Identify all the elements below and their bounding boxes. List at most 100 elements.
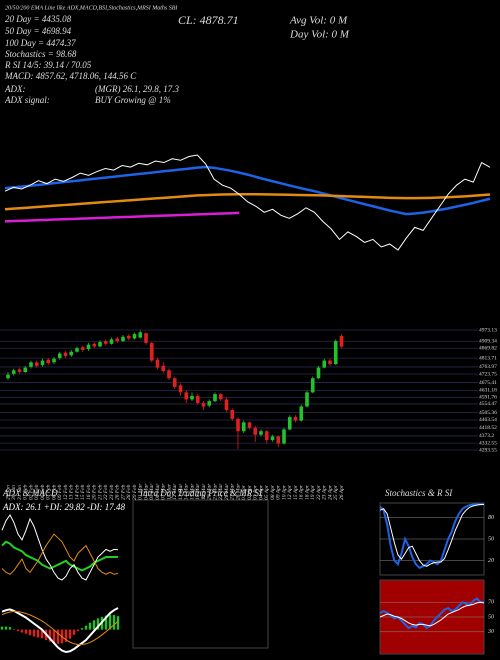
histogram-bar — [16, 629, 20, 632]
candle-body — [276, 436, 281, 444]
x-tick-label: 16 Feb — [86, 484, 92, 500]
x-tick-label: 09 Apr — [276, 484, 282, 500]
candle-body — [80, 347, 85, 350]
x-tick-label: 03 Apr — [253, 484, 259, 500]
y-tick-label: 4869.82 — [479, 346, 497, 352]
x-tick-label: 22 Feb — [103, 484, 109, 500]
x-tick-label: 01 Apr — [241, 484, 247, 500]
candle-body — [190, 395, 194, 400]
candle-body — [253, 427, 258, 435]
x-tick-label: 07 Mar — [161, 483, 167, 500]
y-tick-label: 4554.47 — [479, 401, 497, 407]
histogram-bar — [108, 614, 112, 630]
candle-body — [322, 360, 327, 368]
header-text: BUY Growing @ 1% — [95, 95, 171, 105]
x-tick-label: 22 Apr — [316, 484, 322, 500]
x-tick-label: 23 Feb — [109, 484, 115, 500]
candle-body — [75, 348, 79, 352]
histogram-bar — [96, 618, 100, 630]
candle-body — [92, 343, 97, 347]
candle-body — [126, 335, 131, 339]
header-text: R SI 14/5: 39.14 / 70.05 — [4, 60, 92, 70]
candle-body — [11, 370, 16, 374]
candle-body — [293, 417, 298, 421]
y-tick-label: 4293.55 — [479, 447, 497, 453]
x-tick-label: 18 Apr — [304, 484, 310, 500]
x-tick-label: 18 Mar — [195, 483, 201, 500]
x-tick-label: 29 Jan — [5, 485, 11, 500]
x-tick-label: 02 Apr — [247, 484, 253, 500]
candle-body — [333, 341, 338, 365]
y-tick-label: 4591.76 — [479, 395, 497, 401]
y-tick-label: 4973.13 — [479, 327, 497, 333]
y-tick-label: 4631.18 — [479, 388, 497, 394]
indicator-line — [1, 610, 119, 646]
candle-body — [167, 370, 171, 379]
x-tick-label: 04 Apr — [257, 484, 264, 500]
x-tick-label: 14 Mar — [183, 483, 190, 500]
y-tick-label: 4763.97 — [479, 364, 497, 370]
x-tick-label: 25 Apr — [333, 484, 339, 500]
candle-body — [109, 339, 114, 344]
header-text: MACD: 4857.62, 4718.06, 144.56 C — [4, 71, 137, 81]
x-tick-label: 15 Mar — [189, 483, 195, 500]
candle-body — [241, 422, 246, 432]
header-text: ADX signal: — [4, 95, 50, 105]
histogram-bar — [72, 629, 76, 635]
candle-body — [299, 406, 304, 421]
x-tick-label: 09 Feb — [57, 484, 63, 500]
candle-body — [172, 378, 177, 388]
y-tick-label: 30 — [487, 629, 494, 635]
candle-body — [103, 341, 108, 344]
x-tick-label: 07 Feb — [46, 484, 52, 500]
y-tick-label: 4813.71 — [479, 355, 497, 361]
panel-title: ADX & MACD — [2, 488, 58, 498]
x-tick-label: 21 Mar — [212, 483, 218, 500]
candle-body — [195, 395, 200, 403]
candle-body — [6, 374, 10, 379]
x-tick-label: 08 Feb — [51, 484, 57, 500]
x-tick-label: 16 Apr — [299, 484, 305, 500]
x-tick-label: 15 Feb — [80, 484, 86, 500]
x-tick-label: 24 Apr — [326, 484, 333, 500]
x-tick-label: 06 Mar — [155, 483, 161, 500]
histogram-bar — [56, 629, 60, 644]
x-tick-label: 12 Mar — [172, 483, 178, 500]
overlay-line — [4, 192, 491, 211]
candle-body — [207, 401, 212, 406]
indicator-line — [1, 607, 119, 654]
y-tick-label: 4723.75 — [479, 371, 497, 377]
candle-body — [264, 431, 269, 441]
histogram-bar — [104, 615, 108, 630]
x-tick-label: 26 Feb — [115, 484, 121, 500]
histogram-bar — [4, 626, 8, 630]
candle-body — [144, 333, 148, 343]
y-tick-label: 50 — [488, 614, 494, 620]
x-tick-label: 19 Mar — [201, 483, 207, 500]
header-text: 20 Day = 4435.08 — [5, 14, 72, 24]
histogram-bar — [80, 628, 84, 630]
x-tick-label: 30 Jan — [11, 485, 17, 501]
candle-body — [316, 367, 321, 379]
x-tick-label: 23 Apr — [322, 484, 328, 500]
x-tick-label: 10 Apr — [281, 484, 287, 500]
y-tick-label: 80 — [488, 515, 494, 521]
indicator-line — [1, 514, 119, 581]
histogram-bar — [76, 629, 80, 632]
candle-body — [63, 352, 68, 357]
candle-body — [23, 367, 28, 373]
overlay-line — [4, 165, 491, 216]
x-tick-label: 21 Feb — [97, 484, 103, 500]
x-tick-label: 05 Apr — [264, 484, 270, 500]
x-tick-label: 04 Mar — [142, 483, 149, 500]
candle-body — [52, 358, 56, 363]
header-text: Day Vol: 0 M — [289, 29, 350, 41]
histogram-bar — [40, 629, 44, 639]
candle-body — [270, 436, 275, 441]
x-tick-label: 29 Feb — [132, 484, 138, 500]
candle-body — [98, 342, 102, 347]
candle-body — [201, 402, 206, 407]
x-tick-label: 22 Mar — [218, 483, 224, 500]
x-tick-label: 26 Apr — [339, 484, 345, 500]
x-tick-label: 13 Feb — [69, 484, 75, 500]
